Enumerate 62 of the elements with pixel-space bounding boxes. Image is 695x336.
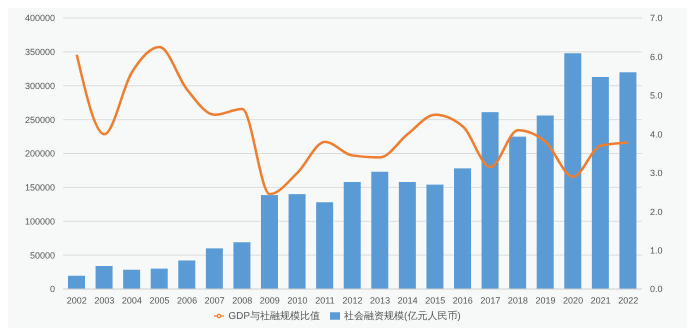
x-tick-label: 2019 xyxy=(535,295,556,306)
y2-tick-label: 0.0 xyxy=(650,284,663,294)
bar xyxy=(398,182,416,289)
bar xyxy=(619,72,636,289)
x-tick-label: 2018 xyxy=(508,295,528,306)
x-tick-label: 2017 xyxy=(480,295,500,306)
y2-tick-label: 6.0 xyxy=(650,52,663,62)
y-tick-label: 100000 xyxy=(24,216,55,226)
x-tick-label: 2004 xyxy=(122,295,142,306)
x-tick-label: 2006 xyxy=(177,295,198,306)
x-tick-label: 2003 xyxy=(94,295,114,306)
bar xyxy=(68,276,85,289)
y-tick-label: 0 xyxy=(50,284,55,294)
line-series xyxy=(76,46,630,196)
x-tick-label: 2005 xyxy=(149,295,170,306)
bar xyxy=(482,112,499,289)
y2-tick-label: 1.0 xyxy=(650,245,663,256)
bar xyxy=(592,76,609,289)
bar xyxy=(206,248,223,289)
bar xyxy=(261,195,278,289)
y-tick-label: 200000 xyxy=(24,148,55,159)
bar xyxy=(371,172,388,289)
x-tick-label: 2008 xyxy=(232,295,252,306)
x-tick-label: 2022 xyxy=(618,295,638,306)
bar xyxy=(178,260,196,289)
x-tick-label: 2011 xyxy=(315,295,335,306)
bar xyxy=(288,194,306,289)
bar xyxy=(426,184,444,289)
y-tick-label: 250000 xyxy=(24,114,55,125)
bar xyxy=(123,270,140,289)
x-tick-label: 2002 xyxy=(66,295,87,306)
x-tick-label: 2016 xyxy=(452,295,473,306)
x-tick-label: 2007 xyxy=(204,295,225,306)
y-tick-label: 400000 xyxy=(24,13,55,24)
x-tick-label: 2020 xyxy=(563,295,584,306)
y2-tick-label: 4.0 xyxy=(650,129,663,140)
bar xyxy=(150,268,168,289)
bar xyxy=(536,116,554,289)
y2-tick-label: 2.0 xyxy=(650,206,663,217)
y-tick-label: 300000 xyxy=(24,80,55,91)
x-tick-label: 2013 xyxy=(370,295,390,306)
y-tick-label: 350000 xyxy=(24,47,55,58)
x-tick-label: 2021 xyxy=(590,295,611,306)
bar xyxy=(509,136,526,289)
x-tick-label: 2015 xyxy=(425,295,446,306)
legend-label: 社会融资规模(亿元人民币) xyxy=(344,311,461,322)
legend-label: GDP与社融规模比值 xyxy=(228,311,320,322)
bar xyxy=(316,202,334,289)
y2-tick-label: 5.0 xyxy=(650,90,663,101)
y-tick-label: 150000 xyxy=(24,182,55,193)
bar xyxy=(454,168,471,289)
y-tick-label: 50000 xyxy=(30,250,55,260)
bar xyxy=(233,242,250,289)
bar xyxy=(344,182,361,289)
x-tick-label: 2010 xyxy=(287,295,308,306)
bar xyxy=(96,266,113,289)
x-tick-label: 2014 xyxy=(398,295,418,306)
x-tick-label: 2009 xyxy=(260,295,280,306)
y2-tick-label: 7.0 xyxy=(650,13,663,24)
x-tick-label: 2012 xyxy=(342,295,363,306)
y2-tick-label: 3.0 xyxy=(650,168,663,178)
bar xyxy=(564,53,582,289)
